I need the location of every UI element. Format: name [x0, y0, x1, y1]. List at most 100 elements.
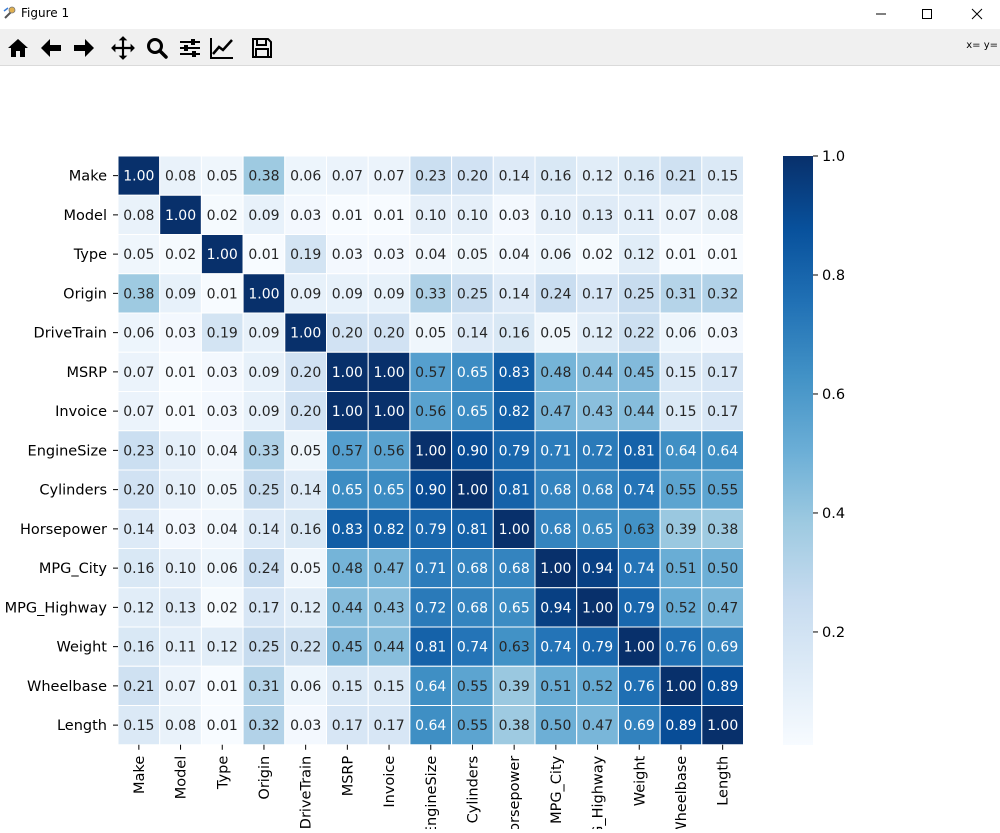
cell-value-label: 0.05 [290, 443, 321, 459]
heatmap-cell [159, 234, 202, 275]
cell-value-label: 0.05 [123, 247, 154, 263]
y-tick-label: Cylinders [39, 483, 107, 499]
colorbar [783, 156, 813, 745]
heatmap-cell [617, 273, 661, 314]
cell-value-label: 1.00 [248, 286, 279, 302]
y-tick-label: EngineSize [28, 443, 108, 459]
heatmap-cell [200, 587, 244, 628]
cell-value-label: 0.64 [665, 443, 696, 459]
y-tick-label: Origin [63, 286, 107, 302]
window-title: Figure 1 [21, 6, 70, 20]
heatmap-cell [200, 705, 244, 746]
heatmap-cell [159, 508, 202, 549]
configure-subplots-button[interactable] [176, 34, 204, 62]
heatmap-cell [534, 587, 578, 628]
cell-value-label: 0.01 [165, 365, 196, 381]
heatmap-cell [659, 665, 703, 706]
heatmap-cell [576, 508, 619, 549]
cell-value-label: 0.68 [499, 561, 530, 577]
heatmap-cell [617, 312, 661, 353]
edit-axis-button[interactable] [208, 34, 236, 62]
zoom-button[interactable] [143, 34, 171, 62]
heatmap-cell [409, 312, 453, 353]
heatmap-cell [492, 587, 536, 628]
cell-value-label: 0.52 [582, 679, 613, 695]
cell-value-label: 0.72 [415, 600, 446, 616]
cell-value-label: 0.74 [624, 561, 655, 577]
forward-button[interactable] [70, 34, 98, 62]
cell-value-label: 0.68 [540, 522, 571, 538]
cell-value-label: 1.00 [582, 600, 613, 616]
cell-value-label: 0.56 [415, 404, 446, 420]
heatmap-cell [659, 194, 703, 235]
cell-value-label: 0.31 [248, 679, 279, 695]
y-tick-label: Wheelbase [27, 679, 107, 695]
heatmap-cell [159, 587, 202, 628]
heatmap-cell [659, 587, 703, 628]
cell-value-label: 0.16 [123, 561, 154, 577]
heatmap-cell [200, 391, 244, 432]
close-icon [971, 8, 983, 20]
heatmap-cell [159, 705, 202, 746]
heatmap-cell [534, 194, 578, 235]
x-tick-label: Model [174, 756, 190, 800]
heatmap-cell [409, 430, 453, 471]
cell-value-label: 0.01 [165, 404, 196, 420]
cell-value-label: 0.23 [415, 169, 446, 185]
heatmap-cell [284, 234, 327, 275]
figure-canvas[interactable]: 1.00 0.08 0.05 0.38 0.06 0.07 0.07 0.23 0.20 0.14… [0, 66, 1000, 833]
cell-value-label: 0.24 [540, 286, 571, 302]
heatmap-cell [367, 508, 411, 549]
heatmap-cell [326, 548, 369, 589]
heatmap-cell [326, 391, 369, 432]
cell-value-label: 0.04 [415, 247, 446, 263]
save-button[interactable] [248, 34, 276, 62]
heatmap-cell [367, 351, 411, 392]
cell-value-label: 0.32 [707, 286, 738, 302]
cell-value-label: 0.02 [207, 600, 238, 616]
heatmap-cell [326, 626, 369, 667]
cell-value-label: 0.76 [665, 640, 696, 656]
save-icon [252, 38, 272, 58]
cell-value-label: 0.06 [290, 679, 321, 695]
cell-value-label: 0.13 [582, 208, 613, 224]
colorbar-tick-label: 0.2 [822, 625, 845, 641]
heatmap-cell [367, 234, 411, 275]
cell-value-label: 0.55 [457, 679, 488, 695]
cell-value-label: 0.12 [582, 169, 613, 185]
cell-value-label: 0.16 [624, 169, 655, 185]
back-button[interactable] [37, 34, 65, 62]
cell-value-label: 0.01 [248, 247, 279, 263]
cell-value-label: 0.10 [165, 483, 196, 499]
maximize-button[interactable] [902, 0, 952, 28]
cell-value-label: 0.38 [123, 286, 154, 302]
heatmap-cell [701, 705, 744, 746]
heatmap-cell [242, 508, 286, 549]
cell-value-label: 0.06 [665, 326, 696, 342]
cell-value-label: 0.20 [123, 483, 154, 499]
cell-value-label: 0.19 [290, 247, 321, 263]
cell-value-label: 0.12 [207, 640, 238, 656]
cell-value-label: 0.02 [165, 247, 196, 263]
cell-value-label: 0.69 [624, 718, 655, 734]
cell-value-label: 0.74 [457, 640, 488, 656]
cell-value-label: 1.00 [207, 247, 238, 263]
cell-value-label: 0.05 [207, 483, 238, 499]
heatmap-cell [492, 194, 536, 235]
close-button[interactable] [952, 0, 1000, 28]
cell-value-label: 1.00 [499, 522, 530, 538]
cell-value-label: 0.09 [248, 404, 279, 420]
pan-button[interactable] [109, 34, 137, 62]
cell-value-label: 0.05 [207, 169, 238, 185]
cell-value-label: 0.94 [540, 600, 571, 616]
home-button[interactable] [4, 34, 32, 62]
minimize-button[interactable] [856, 0, 906, 28]
cell-value-label: 0.01 [207, 286, 238, 302]
heatmap-cell [159, 391, 202, 432]
cell-value-label: 0.07 [123, 404, 154, 420]
cell-value-label: 0.21 [123, 679, 154, 695]
cell-value-label: 1.00 [373, 365, 404, 381]
cell-value-label: 0.65 [373, 483, 404, 499]
cell-value-label: 0.03 [290, 208, 321, 224]
cell-value-label: 1.00 [290, 326, 321, 342]
